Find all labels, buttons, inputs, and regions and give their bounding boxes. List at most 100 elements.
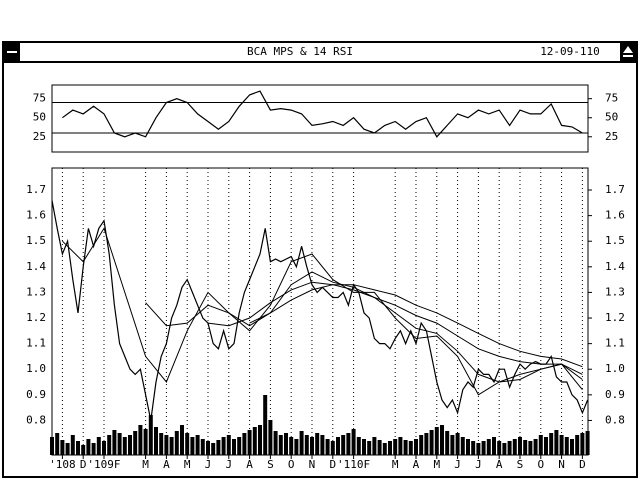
volume-bar [580, 433, 585, 455]
volume-bar [351, 429, 356, 455]
x-tick-label: S [517, 458, 524, 471]
y-tick-label: 1.1 [26, 337, 46, 350]
volume-bar [96, 437, 101, 455]
x-tick-label: O [288, 458, 295, 471]
volume-bar [554, 430, 559, 455]
volume-bar [190, 437, 195, 455]
volume-bar [122, 437, 127, 455]
y-tick-label: 1.5 [26, 234, 46, 247]
volume-bar [242, 433, 247, 455]
x-tick-label: D [329, 458, 336, 471]
y-tick-label: 1.2 [26, 311, 46, 324]
volume-bar [393, 439, 398, 455]
volume-bar [325, 439, 330, 455]
y-tick-label: 75 [33, 92, 46, 105]
volume-bar [361, 439, 366, 455]
volume-bar [164, 435, 169, 455]
volume-bar [205, 441, 210, 455]
volume-bar [450, 435, 455, 455]
volume-bar [127, 435, 132, 455]
y-tick-label: 0.9 [26, 388, 46, 401]
data-line [51, 200, 589, 421]
volume-bar [143, 429, 148, 455]
volume-bar [564, 437, 569, 455]
y-tick-label-right: 0.9 [605, 388, 625, 401]
x-tick-label: A [413, 458, 420, 471]
y-tick-label: 25 [33, 130, 46, 143]
volume-bar [559, 435, 564, 455]
volume-bar [112, 430, 117, 455]
volume-bar [419, 435, 424, 455]
volume-bar [237, 437, 242, 455]
volume-bar [315, 433, 320, 455]
x-tick-label: J [225, 458, 232, 471]
y-tick-label-right: 1.6 [605, 209, 625, 222]
volume-bar [107, 435, 112, 455]
volume-bar [408, 441, 413, 455]
volume-bar [174, 431, 179, 455]
volume-bar [429, 430, 434, 455]
volume-bar [538, 435, 543, 455]
close-box-dash [7, 51, 17, 53]
volume-bar [86, 439, 91, 455]
volume-bar [549, 433, 554, 455]
volume-bar [320, 435, 325, 455]
volume-bar [569, 439, 574, 455]
x-tick-label: A [163, 458, 170, 471]
volume-bar [497, 441, 502, 455]
price-panel: 1.7 1.7 1.6 1.6 1.5 1.5 1.4 1.4 1.3 1.3 1.2 1.2 1.1 1… [26, 167, 625, 471]
moving-average-line [145, 271, 583, 383]
volume-bar [403, 440, 408, 455]
volume-bar [133, 431, 138, 455]
volume-bar [153, 427, 158, 455]
volume-bar [367, 441, 372, 455]
volume-bar [372, 437, 377, 455]
volume-bar [304, 435, 309, 455]
volume-bar [471, 441, 476, 455]
volume-bar [517, 437, 522, 455]
x-tick-label: J [205, 458, 212, 471]
volume-bar [101, 441, 106, 455]
x-tick-label: M [184, 458, 191, 471]
volume-bar [528, 441, 533, 455]
volume-bar [460, 437, 465, 455]
volume-bar [185, 433, 190, 455]
x-tick-label: '108 [49, 458, 76, 471]
volume-bar [309, 437, 314, 455]
y-tick-label-right: 50 [605, 111, 618, 124]
volume-bar [65, 443, 70, 455]
volume-bar [231, 439, 236, 455]
volume-bar [221, 437, 226, 455]
volume-bar [575, 435, 580, 455]
volume-bar [356, 437, 361, 455]
x-tick-label: M [392, 458, 399, 471]
moving-average-line [207, 281, 583, 375]
volume-bar [424, 433, 429, 455]
window-title: BCA MPS & 14 RSI [247, 45, 353, 58]
volume-bar [455, 433, 460, 455]
x-tick-label: J [454, 458, 461, 471]
volume-bar [91, 443, 96, 455]
volume-bar [148, 415, 153, 455]
volume-bar [138, 425, 143, 455]
y-tick-label-right: 1.7 [605, 183, 625, 196]
panel-frame [51, 167, 589, 456]
y-tick-label-right: 1.2 [605, 311, 625, 324]
x-tick-label: D [579, 458, 586, 471]
x-tick-label: M [433, 458, 440, 471]
y-tick-label-right: 1.5 [605, 234, 625, 247]
window-frame [2, 41, 638, 478]
volume-bar [585, 431, 590, 455]
volume-bar [507, 441, 512, 455]
moving-average-line [62, 227, 583, 396]
x-tick-label: N [309, 458, 316, 471]
volume-bar [512, 439, 517, 455]
volume-bar [523, 440, 528, 455]
volume-bar [335, 437, 340, 455]
volume-bar [289, 437, 294, 455]
y-tick-label-right: 25 [605, 130, 618, 143]
volume-bar [50, 437, 54, 455]
y-tick-label: 1.6 [26, 209, 46, 222]
x-tick-label: A [496, 458, 503, 471]
